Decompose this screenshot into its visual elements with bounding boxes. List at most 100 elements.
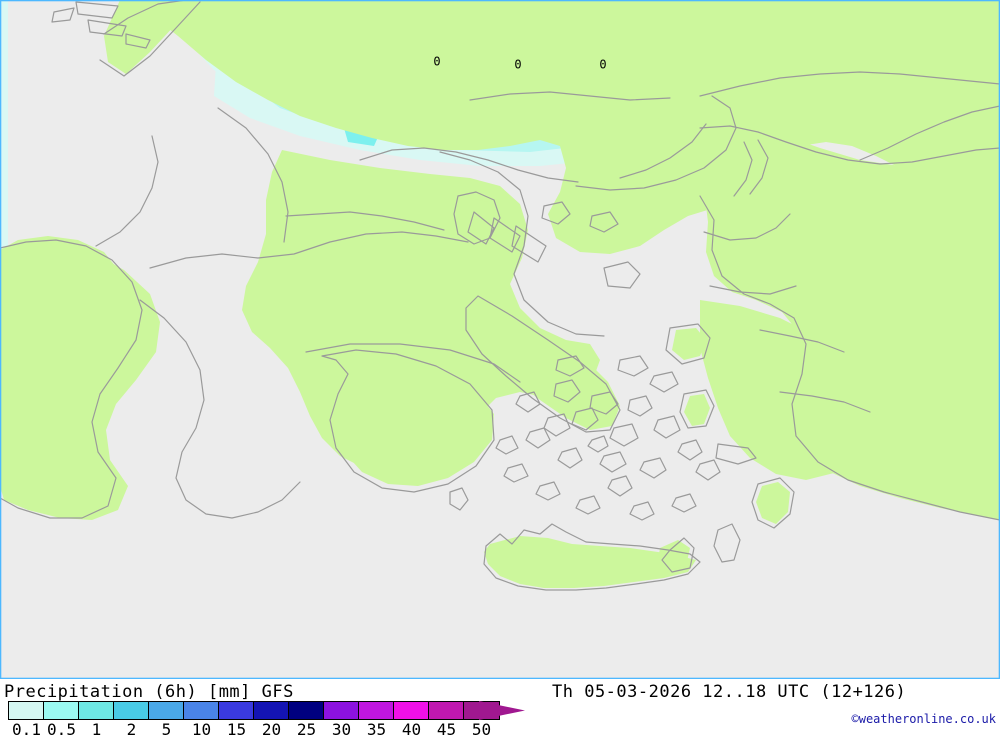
map-canvas[interactable]: 0 0 0 — [0, 0, 1000, 679]
precip-label-0-west: 0 — [433, 55, 440, 69]
coast-chalkidiki-f2 — [489, 217, 521, 253]
land-layer — [0, 0, 1000, 588]
coast-adriatic-isl4 — [125, 33, 151, 49]
coast-thrace — [575, 95, 737, 191]
legend-tick-50: 50 — [471, 720, 492, 739]
coast-chios — [679, 389, 715, 429]
legend-tick-0.1: 0.1 — [12, 720, 41, 739]
border-bulgaria — [359, 147, 579, 183]
legend-swatch-5[interactable] — [149, 702, 184, 719]
precip-label-group: 0 0 0 — [433, 55, 606, 72]
land-thrace — [634, 116, 744, 188]
land-west-greece-b — [0, 236, 128, 486]
legend-swatch-20[interactable] — [254, 702, 289, 719]
legend-overflow-arrow — [479, 701, 525, 720]
coast-crete-east — [661, 537, 695, 573]
coast-ionian — [139, 299, 301, 519]
border-greece-north — [149, 231, 469, 269]
border-north-mac — [285, 211, 445, 231]
legend-swatch-30[interactable] — [324, 702, 359, 719]
coast-italy — [103, 0, 187, 35]
legend-tick-1: 1 — [91, 720, 102, 739]
legend-tick-30: 30 — [331, 720, 352, 739]
land-lesvos — [672, 328, 706, 360]
coast-limnos — [603, 261, 641, 289]
coastline-layer — [0, 0, 1000, 591]
legend-color-bar[interactable] — [8, 701, 500, 720]
legend-tick-5: 5 — [161, 720, 172, 739]
coast-dardanelles-b — [749, 139, 769, 195]
legend-swatch-15[interactable] — [219, 702, 254, 719]
coast-samothraki — [589, 211, 619, 233]
legend-swatch-25[interactable] — [289, 702, 324, 719]
coast-marmara — [699, 125, 1000, 165]
coast-lesvos — [665, 323, 711, 365]
legend-tick-2: 2 — [126, 720, 137, 739]
legend-tick-labels: 0.1 0.5 1 2 5 10 15 20 25 30 35 40 45 50 — [0, 720, 530, 740]
coast-samos — [715, 443, 757, 465]
coast-chalkidiki-f1 — [467, 211, 495, 245]
precipitation-map[interactable]: 0 0 0 — [0, 0, 1000, 679]
border-albania-w — [95, 135, 159, 247]
coast-peloponnese — [321, 349, 495, 493]
legend-swatch-0.5[interactable] — [44, 702, 79, 719]
coast-turkey-bay1 — [703, 213, 791, 241]
border-turkey-ne — [859, 105, 1000, 161]
land-evia — [470, 300, 620, 430]
copyright-notice: ©weatheronline.co.uk — [851, 712, 997, 726]
land-greece-mainland — [242, 150, 600, 472]
coast-turkey-bay4 — [779, 391, 871, 413]
land-peloponnese — [330, 352, 494, 486]
land-chalkidiki — [462, 198, 494, 240]
land-turkey-sw — [700, 300, 872, 480]
land-crete-tail — [658, 540, 690, 570]
legend-tick-25: 25 — [296, 720, 317, 739]
coast-adriatic-isl3 — [87, 19, 127, 37]
legend-tick-20: 20 — [261, 720, 282, 739]
coast-evia — [465, 295, 621, 433]
legend-tick-15: 15 — [226, 720, 247, 739]
legend-swatch-10[interactable] — [184, 702, 219, 719]
coast-adriatic-isl2 — [75, 1, 119, 19]
legend-title: Precipitation (6h) [mm] GFS — [4, 682, 294, 702]
legend-tick-0.5: 0.5 — [47, 720, 76, 739]
coast-aegean-north — [439, 151, 605, 337]
border-serbia — [217, 107, 289, 243]
coast-crete — [483, 523, 701, 591]
border-black-sea — [699, 71, 1000, 97]
legend-tick-40: 40 — [401, 720, 422, 739]
coast-turkey-west — [699, 195, 1000, 521]
coast-adriatic-isl1 — [51, 7, 75, 23]
coast-chalkidiki-f3 — [511, 225, 547, 263]
coast-thasos — [541, 201, 571, 225]
legend-swatch-0.1[interactable] — [9, 702, 44, 719]
coast-karpathos — [713, 523, 741, 563]
coast-italy-b — [99, 1, 201, 77]
land-turkey — [696, 126, 1000, 520]
legend-swatch-2[interactable] — [114, 702, 149, 719]
precip-label-0-centre: 0 — [514, 58, 521, 72]
legend-tick-10: 10 — [191, 720, 212, 739]
coast-turkey-bay2 — [709, 285, 797, 295]
map-footer: Precipitation (6h) [mm] GFS Th 05-03-202… — [0, 679, 1000, 739]
coast-corinth — [305, 343, 521, 383]
legend-tick-35: 35 — [366, 720, 387, 739]
legend-tick-45: 45 — [436, 720, 457, 739]
coast-kythira — [449, 487, 469, 511]
coast-albania — [0, 239, 143, 519]
coast-rhodes — [751, 477, 795, 529]
cyclades-group — [495, 355, 721, 521]
legend-swatch-45[interactable] — [429, 702, 464, 719]
land-chios — [684, 394, 710, 426]
legend-swatch-35[interactable] — [359, 702, 394, 719]
precip-label-0-east: 0 — [599, 58, 606, 72]
border-romania — [469, 91, 671, 101]
model-run-info: Th 05-03-2026 12..18 UTC (12+126) — [552, 682, 907, 702]
border-bulgaria-turkey — [619, 123, 707, 179]
coast-dardanelles — [733, 141, 753, 197]
color-legend[interactable]: 0.1 0.5 1 2 5 10 15 20 25 30 35 40 45 50 — [0, 701, 530, 739]
legend-swatch-1[interactable] — [79, 702, 114, 719]
coast-turkey-bay3 — [759, 329, 845, 353]
legend-swatch-40[interactable] — [394, 702, 429, 719]
